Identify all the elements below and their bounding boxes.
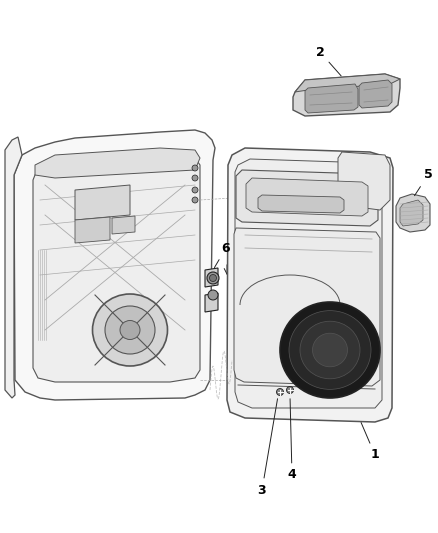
Ellipse shape — [300, 321, 360, 379]
Polygon shape — [293, 74, 400, 116]
Polygon shape — [35, 148, 200, 178]
Polygon shape — [236, 170, 378, 226]
Circle shape — [192, 165, 198, 171]
Text: 3: 3 — [258, 399, 278, 497]
Ellipse shape — [312, 333, 347, 367]
Polygon shape — [205, 293, 218, 312]
Polygon shape — [258, 195, 344, 213]
Polygon shape — [295, 74, 400, 92]
Text: 6: 6 — [215, 241, 230, 268]
Circle shape — [192, 187, 198, 193]
Text: 4: 4 — [288, 399, 297, 481]
Polygon shape — [14, 130, 215, 400]
Polygon shape — [112, 216, 135, 234]
Text: 2: 2 — [316, 45, 341, 76]
Ellipse shape — [105, 306, 155, 354]
Circle shape — [276, 389, 283, 395]
Polygon shape — [5, 137, 22, 398]
Ellipse shape — [280, 302, 380, 398]
Polygon shape — [359, 80, 392, 108]
Circle shape — [209, 274, 216, 281]
Polygon shape — [338, 152, 390, 210]
Polygon shape — [227, 148, 393, 422]
Circle shape — [286, 386, 293, 393]
Circle shape — [192, 175, 198, 181]
Polygon shape — [400, 200, 423, 226]
Text: 5: 5 — [414, 168, 432, 196]
Ellipse shape — [120, 320, 140, 340]
Polygon shape — [235, 159, 382, 408]
Polygon shape — [33, 157, 200, 382]
Ellipse shape — [92, 294, 167, 366]
Circle shape — [207, 272, 219, 284]
Circle shape — [192, 197, 198, 203]
Text: 1: 1 — [361, 423, 379, 462]
Polygon shape — [234, 228, 380, 386]
Polygon shape — [396, 194, 430, 232]
Ellipse shape — [289, 311, 371, 390]
Circle shape — [208, 290, 218, 300]
Polygon shape — [205, 268, 218, 287]
Polygon shape — [305, 84, 358, 113]
Polygon shape — [246, 178, 368, 216]
Polygon shape — [75, 217, 110, 243]
Polygon shape — [75, 185, 130, 220]
